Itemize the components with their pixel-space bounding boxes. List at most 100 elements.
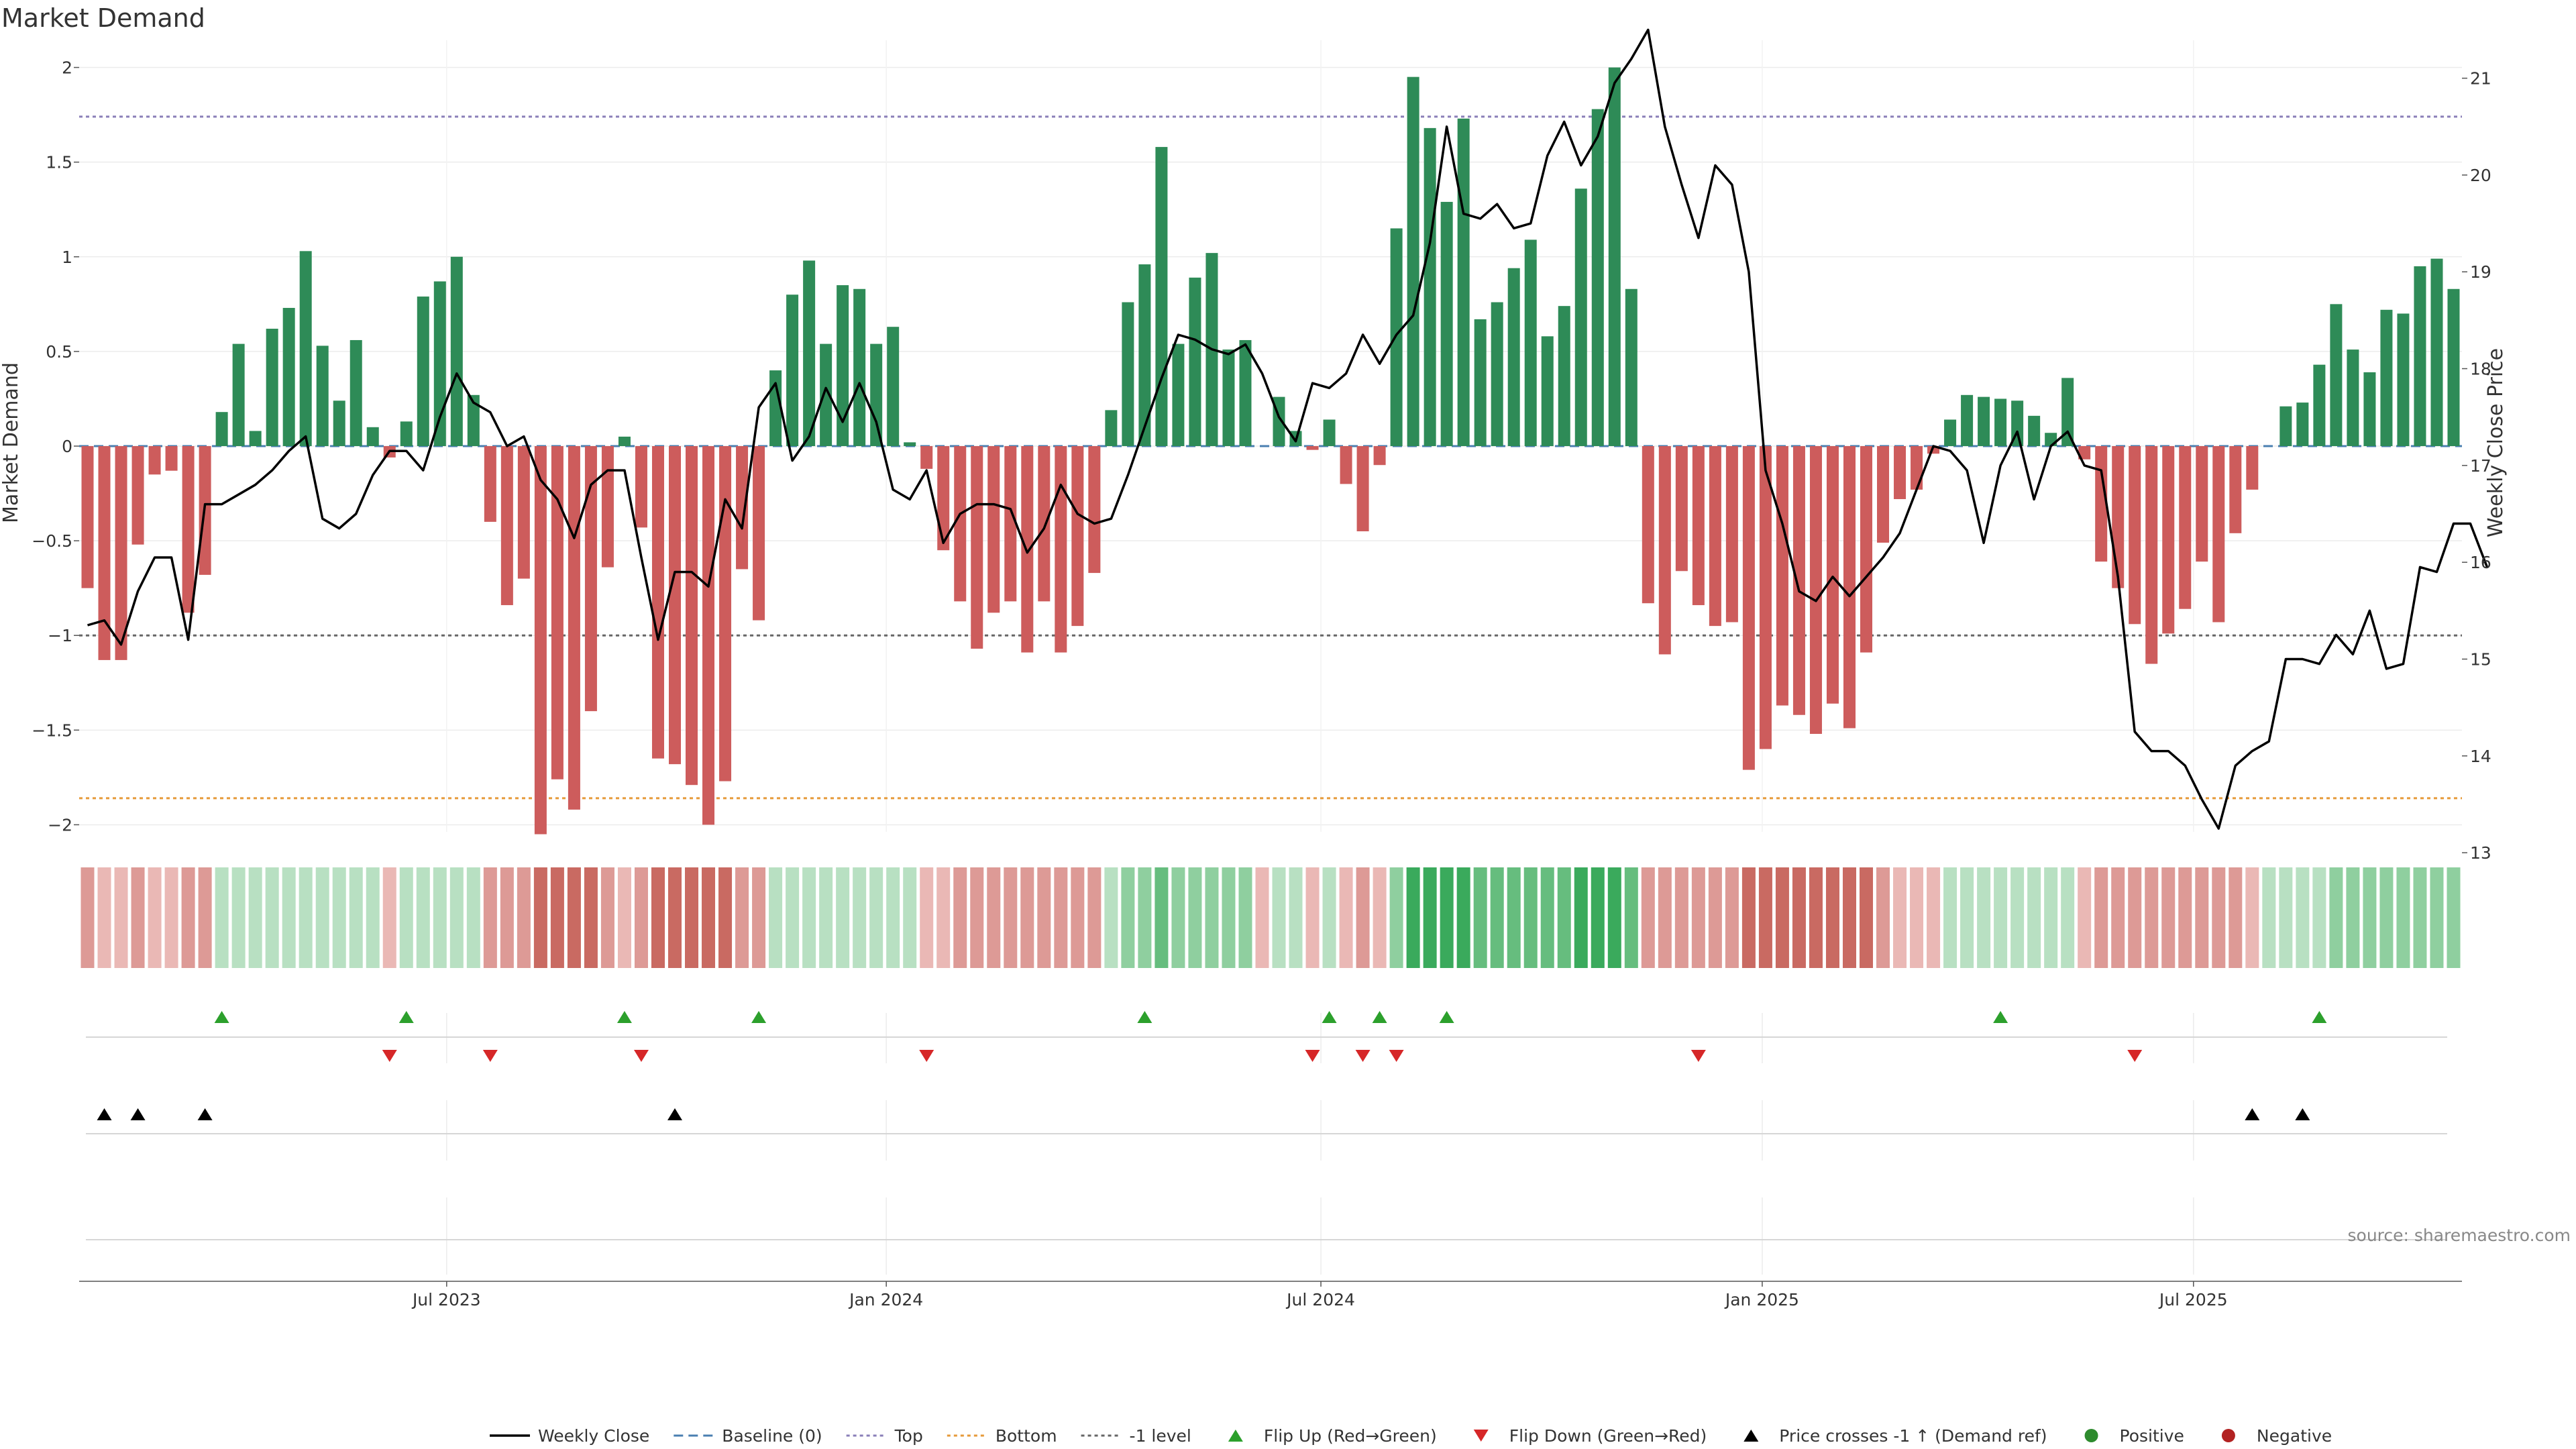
heat-cell: [1305, 867, 1320, 968]
demand-bar: [467, 394, 480, 446]
demand-bar: [1608, 67, 1621, 447]
heat-cell: [1977, 867, 1991, 968]
demand-bar: [853, 288, 866, 446]
flip-down-marker: [1690, 1050, 1706, 1062]
x-tick-label: Jan 2024: [848, 1290, 923, 1309]
heat-cell: [1087, 867, 1102, 968]
legend-label: Baseline (0): [722, 1426, 822, 1446]
demand-bar: [904, 442, 916, 446]
heat-cell: [1440, 867, 1454, 968]
y-tick-label: −0.5: [32, 531, 72, 551]
demand-bar: [1927, 446, 1940, 454]
flip-up-marker: [751, 1011, 767, 1023]
demand-bar: [2095, 446, 2108, 562]
heat-cell: [886, 867, 900, 968]
demand-bar: [1978, 396, 1990, 446]
heat-cell: [366, 867, 380, 968]
heat-cell: [936, 867, 951, 968]
heat-cell: [853, 867, 867, 968]
source-note: source: sharemaestro.com: [2348, 1226, 2571, 1245]
heat-cell: [181, 867, 195, 968]
heat-cell: [1943, 867, 1957, 968]
heat-cell: [1775, 867, 1789, 968]
heat-cell: [869, 867, 883, 968]
demand-bar: [417, 297, 429, 446]
flip-down-marker: [633, 1050, 649, 1062]
heat-cell: [2296, 867, 2310, 968]
flip-up-marker: [214, 1011, 229, 1023]
legend-label: Top: [894, 1426, 923, 1446]
demand-bar: [534, 446, 547, 835]
demand-bar: [1524, 239, 1537, 446]
demand-bar: [350, 339, 362, 446]
demand-bar: [635, 446, 647, 528]
heat-cell: [1423, 867, 1437, 968]
demand-bar: [920, 446, 933, 469]
demand-bar: [1843, 446, 1856, 729]
demand-bar: [987, 446, 1000, 613]
heat-cell: [2178, 867, 2192, 968]
y2-axis-title: Weekly Close Price: [2484, 348, 2508, 537]
price-cross-marker: [197, 1108, 213, 1120]
price-cross-marker: [2295, 1108, 2310, 1120]
y2-tick-label: 16: [2470, 553, 2491, 572]
legend-label: Weekly Close: [538, 1426, 649, 1446]
y2-tick-label: 18: [2470, 360, 2491, 379]
heat-cell: [533, 867, 547, 968]
demand-bar: [2229, 446, 2242, 533]
demand-bar: [1776, 446, 1788, 706]
heat-cell: [1071, 867, 1085, 968]
heat-cell: [2346, 867, 2360, 968]
demand-bar: [2179, 446, 2192, 609]
heat-cell: [1490, 867, 1504, 968]
heat-cell: [315, 867, 329, 968]
flip-up-marker: [1137, 1011, 1152, 1023]
heat-cell: [2229, 867, 2243, 968]
heat-cell: [1674, 867, 1688, 968]
heat-cell: [1121, 867, 1135, 968]
demand-bar: [2279, 406, 2292, 446]
heat-cell: [1507, 867, 1521, 968]
heat-cell: [970, 867, 984, 968]
signal-markers: [86, 1011, 2447, 1240]
heat-cell: [2161, 867, 2176, 968]
heat-cell: [1591, 867, 1605, 968]
heat-cell: [953, 867, 967, 968]
legend-label: Bottom: [996, 1426, 1057, 1446]
demand-bar: [937, 446, 950, 551]
x-tick-label: Jul 2024: [1285, 1290, 1355, 1309]
heat-cell: [617, 867, 631, 968]
heat-cell: [1927, 867, 1941, 968]
demand-bar: [1038, 446, 1051, 602]
heat-cell: [1289, 867, 1303, 968]
legend-swatch: [2084, 1429, 2098, 1442]
demand-bar: [1792, 446, 1805, 715]
flip-down-marker: [482, 1050, 498, 1062]
flip-down-marker: [1389, 1050, 1404, 1062]
heat-cell: [2279, 867, 2293, 968]
y-tick-label: −1: [48, 626, 72, 645]
heat-cell: [1523, 867, 1538, 968]
heat-cell: [1222, 867, 1236, 968]
heat-cell: [2111, 867, 2125, 968]
demand-bar: [702, 446, 715, 825]
heat-cell: [500, 867, 514, 968]
y-tick-label: 1: [62, 248, 72, 267]
heat-cell: [1205, 867, 1219, 968]
demand-bar: [366, 427, 379, 446]
heat-cell: [735, 867, 749, 968]
demand-bar: [282, 307, 295, 446]
heat-cell: [1708, 867, 1722, 968]
flip-up-marker: [2312, 1011, 2327, 1023]
demand-bar: [1809, 446, 1822, 734]
demand-bar: [2028, 415, 2041, 446]
demand-bar: [2045, 433, 2057, 446]
heat-cell: [1138, 867, 1152, 968]
demand-bar: [820, 343, 833, 446]
heat-cell: [332, 867, 346, 968]
demand-bar: [500, 446, 513, 606]
heat-cell: [97, 867, 111, 968]
heat-cell: [1456, 867, 1470, 968]
demand-bar: [686, 446, 698, 786]
demand-bar: [601, 446, 614, 568]
